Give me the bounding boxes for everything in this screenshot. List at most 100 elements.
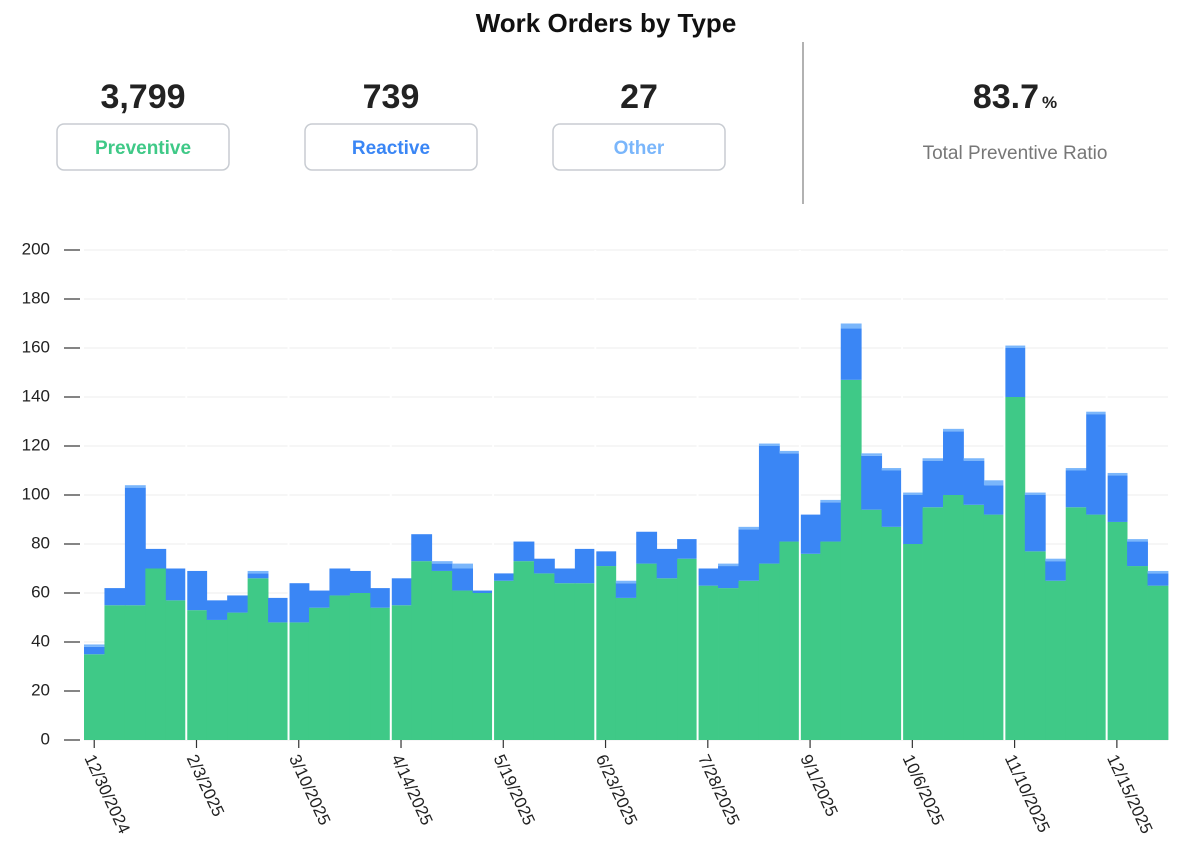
kpi-value: 27	[620, 78, 658, 116]
bar-segment	[206, 600, 228, 620]
kpi-label: Other	[614, 138, 665, 159]
bar-segment	[472, 590, 494, 593]
bar-segment	[922, 460, 944, 508]
bar-segment	[206, 619, 228, 740]
bar-segment	[840, 328, 862, 380]
bar-segment	[1106, 472, 1128, 476]
bar-segment	[1004, 345, 1026, 348]
y-tick-label: 100	[22, 484, 50, 503]
bar-segment	[533, 558, 555, 574]
bar-segment	[799, 514, 821, 554]
bar-segment	[1147, 585, 1169, 740]
x-tick-label: 7/28/2025	[694, 752, 743, 829]
bar-segment	[983, 485, 1005, 515]
bar-segment	[820, 502, 842, 542]
bar-segment	[922, 507, 944, 740]
bar-segment	[656, 548, 678, 579]
bar-segment	[758, 563, 780, 740]
bar-segment	[1065, 468, 1087, 471]
bar-segment	[615, 583, 637, 598]
bar-segment	[247, 570, 269, 574]
bar-segment	[820, 541, 842, 740]
bar-segment	[1004, 348, 1026, 397]
y-tick-label: 20	[31, 680, 50, 699]
kpi-badge	[552, 123, 726, 171]
x-tick-label: 11/10/2025	[1001, 752, 1054, 836]
bar-segment	[1045, 561, 1067, 581]
y-tick-label: 0	[41, 729, 50, 748]
bar-segment	[1024, 495, 1046, 552]
bar-segment	[718, 588, 739, 740]
bar-segment	[574, 548, 596, 584]
bar-segment	[963, 504, 985, 740]
bar-segment	[861, 455, 883, 510]
bar-segment	[411, 534, 433, 562]
bar-segment	[983, 514, 1005, 740]
bar-segment	[902, 492, 923, 495]
bar-segment	[288, 583, 310, 623]
kpi-badge	[304, 123, 478, 171]
bar-segment	[1106, 521, 1128, 740]
bar-segment	[104, 605, 126, 740]
bar-segment	[881, 470, 903, 527]
y-tick-label: 120	[22, 435, 50, 454]
bar-segment	[697, 585, 719, 740]
x-tick-label: 12/30/2024	[81, 752, 134, 837]
y-tick-label: 160	[22, 337, 50, 356]
chart-title: Work Orders by Type	[476, 8, 737, 38]
bar-segment	[636, 531, 658, 564]
bar-segment	[268, 597, 289, 623]
bar-segment	[615, 580, 637, 584]
kpi-label: Preventive	[95, 138, 191, 159]
bar-segment	[431, 561, 453, 564]
kpi-row: 3,799 Preventive 739 Reactive 27 Other	[56, 78, 726, 171]
bar-segment	[124, 485, 146, 488]
bar-segment	[595, 551, 617, 567]
bar-segment	[288, 622, 310, 740]
x-tick-label: 9/1/2025	[796, 752, 841, 820]
bar-segment	[820, 499, 842, 503]
bar-segment	[329, 595, 351, 740]
bar-segment	[84, 654, 105, 740]
bar-segment	[308, 590, 330, 608]
bar-segment	[452, 563, 474, 569]
bar-segment	[902, 544, 923, 740]
x-tick-label: 12/15/2025	[1103, 752, 1156, 837]
bar-segment	[124, 605, 146, 740]
bar-segment	[636, 563, 658, 740]
bar-segment	[779, 541, 801, 740]
x-tick-label: 10/6/2025	[899, 752, 948, 829]
y-tick-label: 80	[31, 533, 50, 552]
bar-segment	[881, 468, 903, 471]
bar-segment	[1024, 551, 1046, 740]
bar-segment	[983, 480, 1005, 486]
bar-segment	[1147, 570, 1169, 574]
bar-segment	[165, 568, 187, 601]
bar-segment	[186, 610, 208, 740]
bar-segment	[554, 568, 576, 584]
bar-segment	[431, 563, 453, 571]
bar-segment	[513, 561, 535, 740]
y-tick-label: 200	[22, 239, 50, 258]
bar-segment	[452, 590, 474, 740]
bar-segment	[554, 583, 576, 740]
x-tick-label: 3/10/2025	[285, 752, 334, 829]
bar-segment	[247, 573, 269, 579]
bar-segment	[943, 428, 964, 432]
bar-segment	[1004, 397, 1026, 740]
x-tick-label: 2/3/2025	[183, 752, 228, 820]
bar-segment	[104, 588, 126, 606]
bar-segment	[738, 526, 760, 530]
bar-segment	[963, 460, 985, 505]
bar-segment	[718, 566, 739, 589]
bar-segment	[84, 646, 105, 655]
y-tick-label: 140	[22, 386, 50, 405]
bar-segment	[758, 443, 780, 446]
bar-segment	[533, 573, 555, 740]
bar-segment	[165, 600, 187, 740]
kpi-badge	[56, 123, 230, 171]
bar-segment	[349, 570, 371, 593]
ratio-value: 83.7	[973, 78, 1039, 116]
bar-segment	[411, 561, 433, 740]
